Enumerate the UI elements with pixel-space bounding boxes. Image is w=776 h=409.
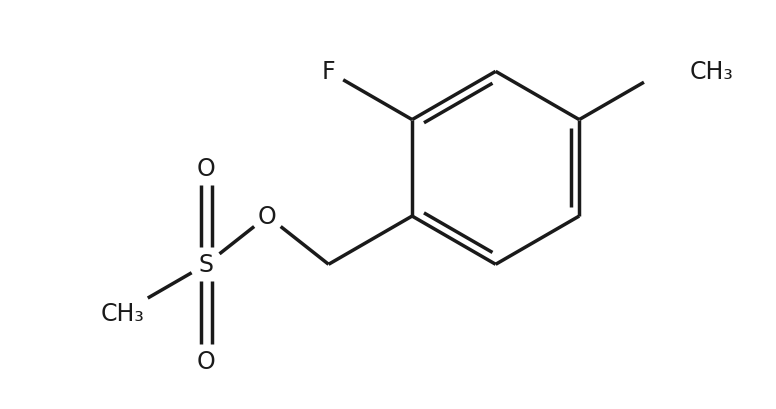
Text: CH₃: CH₃ xyxy=(689,60,733,84)
Text: O: O xyxy=(197,349,216,373)
Text: S: S xyxy=(199,253,213,276)
Text: F: F xyxy=(322,60,335,84)
Text: O: O xyxy=(258,204,277,229)
Text: O: O xyxy=(197,156,216,180)
Text: CH₃: CH₃ xyxy=(101,301,144,325)
